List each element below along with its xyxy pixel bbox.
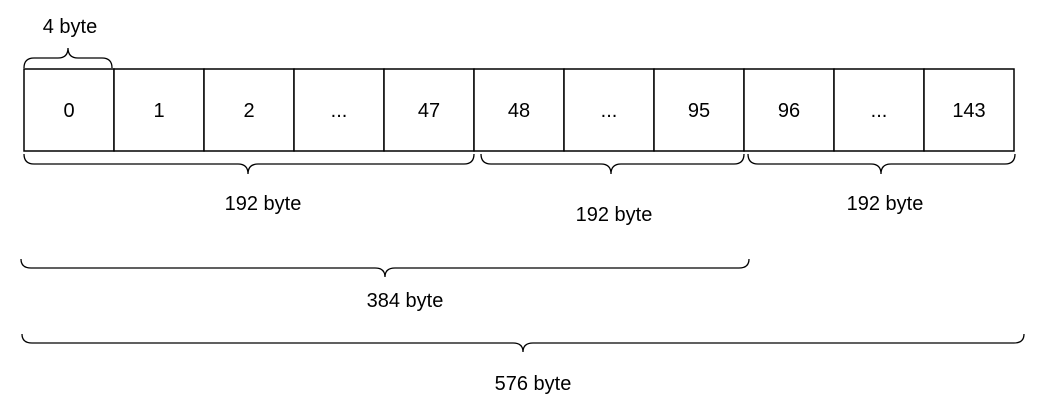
total-label: 576 byte — [495, 373, 572, 395]
cell-box — [743, 68, 835, 152]
cell-box — [113, 68, 205, 152]
cell-label: ... — [331, 100, 348, 122]
cell-label: 48 — [508, 100, 530, 122]
cell-label: 2 — [243, 100, 254, 122]
block-3-brace — [747, 153, 1016, 175]
cell-label: 143 — [952, 100, 985, 122]
block-2-label: 192 byte — [576, 204, 653, 226]
combined-two-label: 384 byte — [367, 290, 444, 312]
block-1-label: 192 byte — [225, 193, 302, 215]
cell-box — [563, 68, 655, 152]
cell-label: 96 — [778, 100, 800, 122]
cell-box — [23, 68, 115, 152]
cell-label: 95 — [688, 100, 710, 122]
cell-box — [473, 68, 565, 152]
cell-box — [923, 68, 1015, 152]
cell-size-label: 4 byte — [43, 16, 97, 38]
cell-size-brace — [23, 47, 113, 69]
cell-label: 0 — [63, 100, 74, 122]
block-3-label: 192 byte — [847, 193, 924, 215]
cell-box — [203, 68, 295, 152]
total-brace — [21, 333, 1025, 353]
cell-label: ... — [871, 100, 888, 122]
cell-box — [383, 68, 475, 152]
cell-label: 47 — [418, 100, 440, 122]
cell-label: ... — [601, 100, 618, 122]
cell-box — [653, 68, 745, 152]
block-2-brace — [480, 153, 745, 175]
cell-label: 1 — [153, 100, 164, 122]
block-1-brace — [23, 153, 475, 175]
combined-two-brace — [20, 258, 750, 278]
cell-box — [833, 68, 925, 152]
cell-row: 0 1 2... 47 48... 95 96... 143 — [23, 68, 1015, 152]
